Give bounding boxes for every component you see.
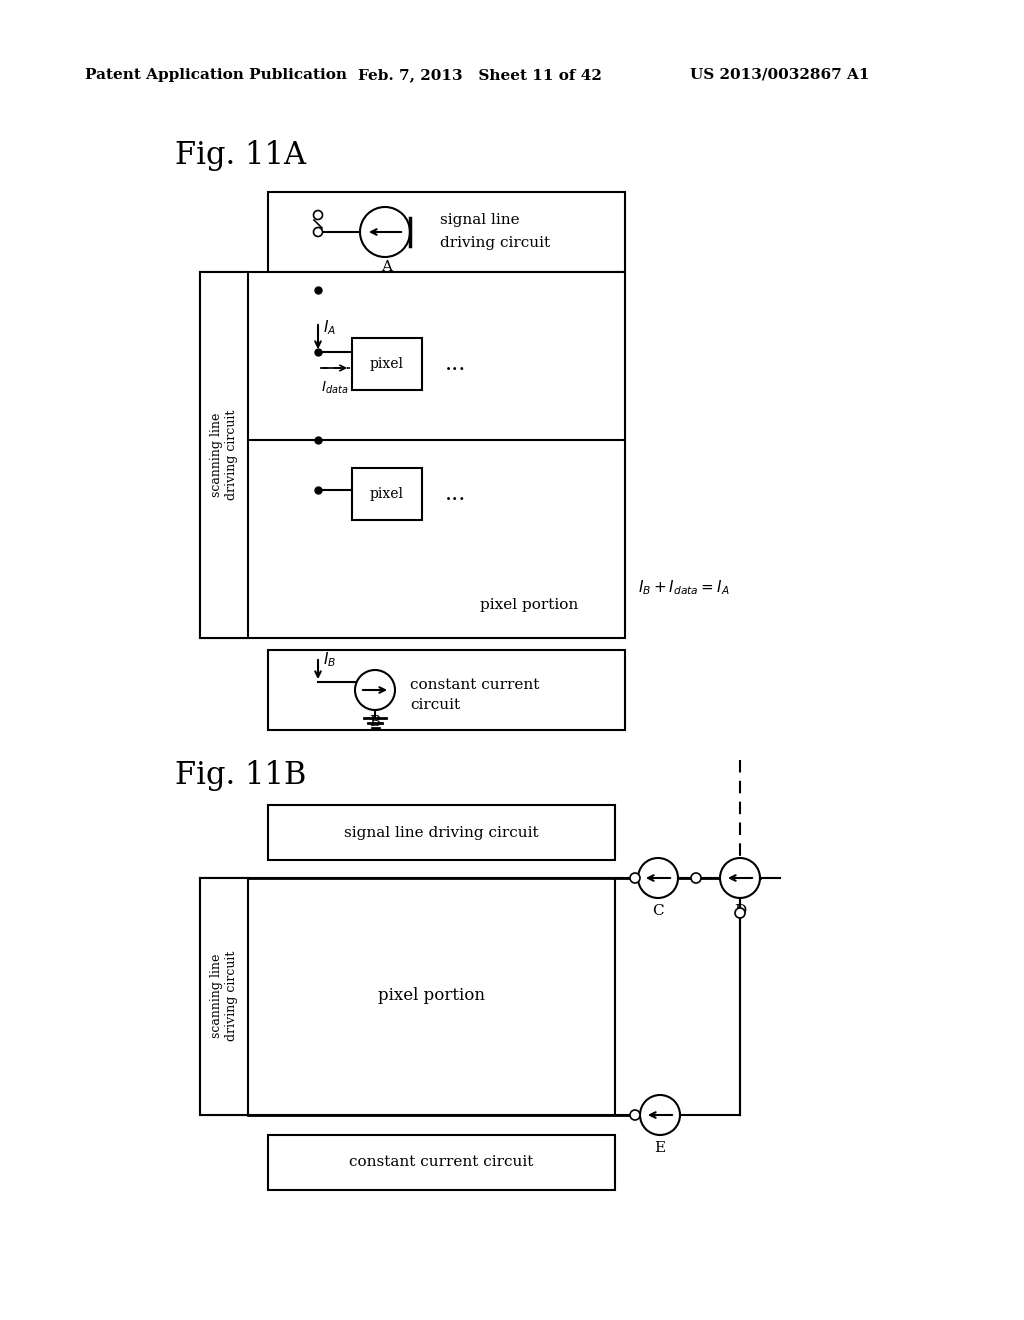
Circle shape bbox=[313, 227, 323, 236]
Text: scanning line
driving circuit: scanning line driving circuit bbox=[210, 409, 238, 500]
Text: Fig. 11B: Fig. 11B bbox=[175, 760, 306, 791]
Circle shape bbox=[638, 858, 678, 898]
Circle shape bbox=[691, 873, 701, 883]
Circle shape bbox=[735, 908, 745, 917]
Text: $I_B+I_{data}=I_A$: $I_B+I_{data}=I_A$ bbox=[638, 578, 730, 597]
Bar bbox=[200, 272, 248, 638]
Text: pixel: pixel bbox=[370, 487, 404, 502]
Text: ...: ... bbox=[445, 483, 466, 506]
Text: pixel portion: pixel portion bbox=[378, 987, 485, 1005]
Text: signal line: signal line bbox=[440, 213, 519, 227]
Text: signal line driving circuit: signal line driving circuit bbox=[344, 825, 539, 840]
Bar bbox=[352, 469, 422, 520]
Circle shape bbox=[720, 858, 760, 898]
Text: pixel: pixel bbox=[370, 356, 404, 371]
Circle shape bbox=[313, 210, 323, 219]
Bar bbox=[200, 272, 625, 638]
Circle shape bbox=[355, 671, 395, 710]
Circle shape bbox=[630, 1110, 640, 1119]
Bar bbox=[200, 878, 248, 1115]
Text: $I_B$: $I_B$ bbox=[323, 649, 336, 669]
Bar bbox=[200, 878, 615, 1115]
Text: A: A bbox=[382, 260, 392, 275]
Text: constant current circuit: constant current circuit bbox=[349, 1155, 534, 1170]
Circle shape bbox=[640, 1096, 680, 1135]
Text: E: E bbox=[654, 1140, 666, 1155]
Bar bbox=[268, 1135, 615, 1191]
Text: driving circuit: driving circuit bbox=[440, 236, 550, 249]
Text: Fig. 11A: Fig. 11A bbox=[175, 140, 306, 172]
Circle shape bbox=[630, 873, 640, 883]
Text: scanning line
driving circuit: scanning line driving circuit bbox=[210, 950, 238, 1041]
Text: D: D bbox=[734, 904, 746, 917]
Text: C: C bbox=[652, 904, 664, 917]
Text: B: B bbox=[370, 715, 381, 729]
Text: $I_A$: $I_A$ bbox=[323, 318, 336, 337]
Text: Feb. 7, 2013   Sheet 11 of 42: Feb. 7, 2013 Sheet 11 of 42 bbox=[358, 69, 602, 82]
Circle shape bbox=[360, 207, 410, 257]
Text: constant current: constant current bbox=[410, 678, 540, 692]
Text: Patent Application Publication: Patent Application Publication bbox=[85, 69, 347, 82]
Text: US 2013/0032867 A1: US 2013/0032867 A1 bbox=[690, 69, 869, 82]
Text: circuit: circuit bbox=[410, 698, 460, 711]
Text: ...: ... bbox=[445, 352, 466, 375]
Bar bbox=[268, 805, 615, 861]
Text: pixel portion: pixel portion bbox=[480, 598, 579, 612]
Bar bbox=[268, 191, 625, 272]
Bar bbox=[268, 649, 625, 730]
Bar bbox=[352, 338, 422, 389]
Text: $I_{data}$: $I_{data}$ bbox=[321, 380, 348, 396]
